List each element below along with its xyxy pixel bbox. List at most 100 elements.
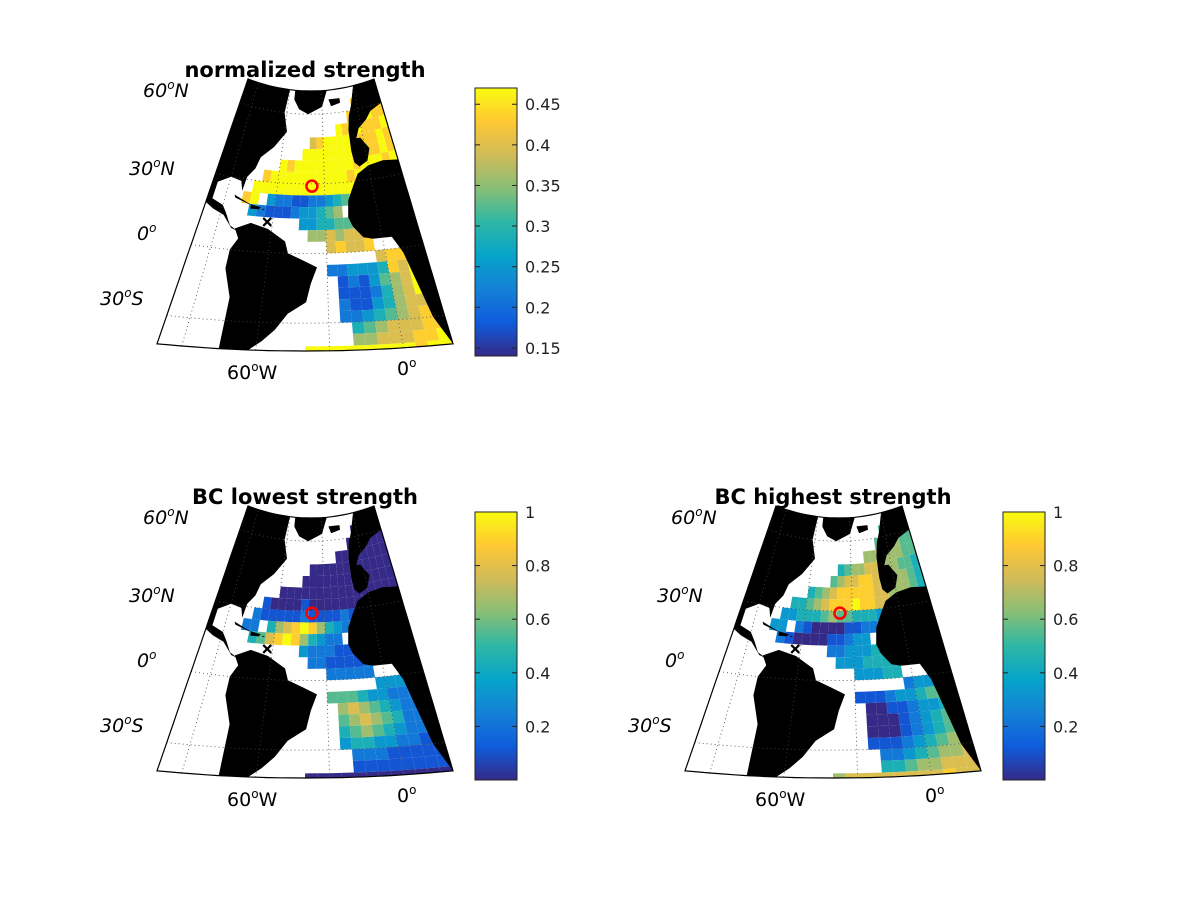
grid-cell	[882, 666, 894, 679]
grid-cell	[337, 702, 349, 715]
grid-cell	[883, 784, 897, 796]
grid-cell	[286, 160, 296, 172]
grid-cell	[946, 780, 962, 793]
grid-cell	[291, 622, 301, 634]
grid-cell	[968, 692, 981, 706]
grid-cell	[304, 346, 318, 351]
colorbar-tick-label: 0.2	[525, 298, 550, 317]
grid-cell	[852, 621, 862, 634]
land-mass	[205, 79, 290, 232]
grid-cell	[331, 171, 340, 184]
grid-cell	[262, 596, 272, 610]
grid-cell	[298, 645, 309, 658]
grid-cell	[332, 609, 341, 622]
grid-cell	[375, 529, 385, 544]
grid-cell	[356, 262, 369, 276]
grid-cell	[323, 563, 331, 576]
grid-cell	[338, 287, 350, 300]
grid-cell	[949, 743, 965, 757]
grid-cell	[375, 249, 387, 263]
grid-cell	[317, 346, 330, 351]
grid-cell	[409, 317, 425, 331]
grid-cell	[399, 270, 413, 284]
grid-cell	[378, 343, 393, 351]
grid-cell	[830, 576, 838, 588]
grid-cell	[898, 712, 911, 725]
map-frame	[684, 505, 982, 779]
grid-cell	[881, 772, 896, 778]
grid-cell	[388, 758, 403, 771]
grid-cell	[390, 343, 405, 351]
grid-cell	[865, 574, 874, 587]
grid-cell	[368, 556, 378, 570]
grid-cell	[859, 598, 868, 611]
grid-cell	[396, 686, 410, 699]
grid-cell	[270, 597, 280, 610]
grid-cell	[424, 755, 440, 769]
grid-cell	[345, 240, 356, 253]
grid-cell	[801, 633, 812, 646]
grid-cell	[863, 667, 874, 680]
grid-cell	[440, 265, 453, 279]
longitude-label: 60oW	[755, 787, 806, 811]
grid-cell	[984, 740, 1000, 753]
grid-cell	[448, 288, 453, 303]
grid-cell	[349, 725, 363, 738]
grid-cell	[382, 723, 396, 736]
grid-cell	[334, 229, 345, 242]
map-frame	[156, 505, 454, 779]
colorbar-tick-label: 0.15	[525, 339, 561, 358]
land-mass	[234, 621, 251, 633]
grid-cell	[330, 147, 338, 160]
grid-cell	[349, 298, 363, 311]
grid-cell	[822, 587, 831, 600]
grid-cell	[376, 759, 391, 772]
grid-cell	[402, 282, 416, 296]
grid-cell	[366, 262, 379, 275]
grid-cell	[353, 772, 368, 778]
grid-cell	[386, 319, 401, 333]
grid-cell	[323, 148, 331, 161]
grid-cell	[249, 619, 260, 632]
grid-cell	[354, 666, 366, 679]
grid-cell	[339, 310, 352, 323]
grid-cell	[440, 692, 453, 706]
grid-cell	[932, 721, 947, 735]
grid-cell	[326, 668, 337, 681]
grid-cell	[293, 599, 302, 611]
meridian-line	[352, 512, 405, 775]
grid-cell	[837, 587, 845, 600]
grid-cell	[821, 599, 830, 611]
grid-cell	[325, 656, 336, 669]
latitude-label: 30oN	[129, 583, 175, 607]
grid-cell	[398, 745, 413, 759]
grid-cell	[268, 609, 278, 622]
grid-cell	[341, 620, 351, 633]
grid-cell	[337, 275, 349, 288]
grid-cell	[813, 598, 823, 611]
grid-cell	[442, 239, 453, 254]
grid-cell	[424, 328, 440, 342]
grid-cell	[378, 139, 388, 154]
grid-cell	[364, 332, 379, 346]
grid-cell	[339, 726, 351, 738]
land-mass	[205, 506, 290, 659]
grid-cell	[251, 607, 263, 620]
longitude-label: 0o	[925, 783, 944, 807]
grid-cell	[835, 645, 845, 658]
grid-cell	[283, 194, 293, 207]
grid-cell	[323, 587, 332, 599]
grid-cell	[284, 610, 294, 623]
grid-cell	[281, 633, 292, 646]
grid-cell	[334, 644, 344, 657]
colorbar-tick-label: 0.2	[1053, 717, 1078, 736]
grid-cell	[348, 702, 360, 715]
grid-cell	[292, 610, 302, 623]
grid-cell	[436, 253, 451, 267]
longitude-label: 60oW	[227, 787, 278, 811]
grid-cell	[790, 596, 800, 610]
grid-cell	[812, 610, 822, 623]
grid-cell	[389, 271, 403, 285]
